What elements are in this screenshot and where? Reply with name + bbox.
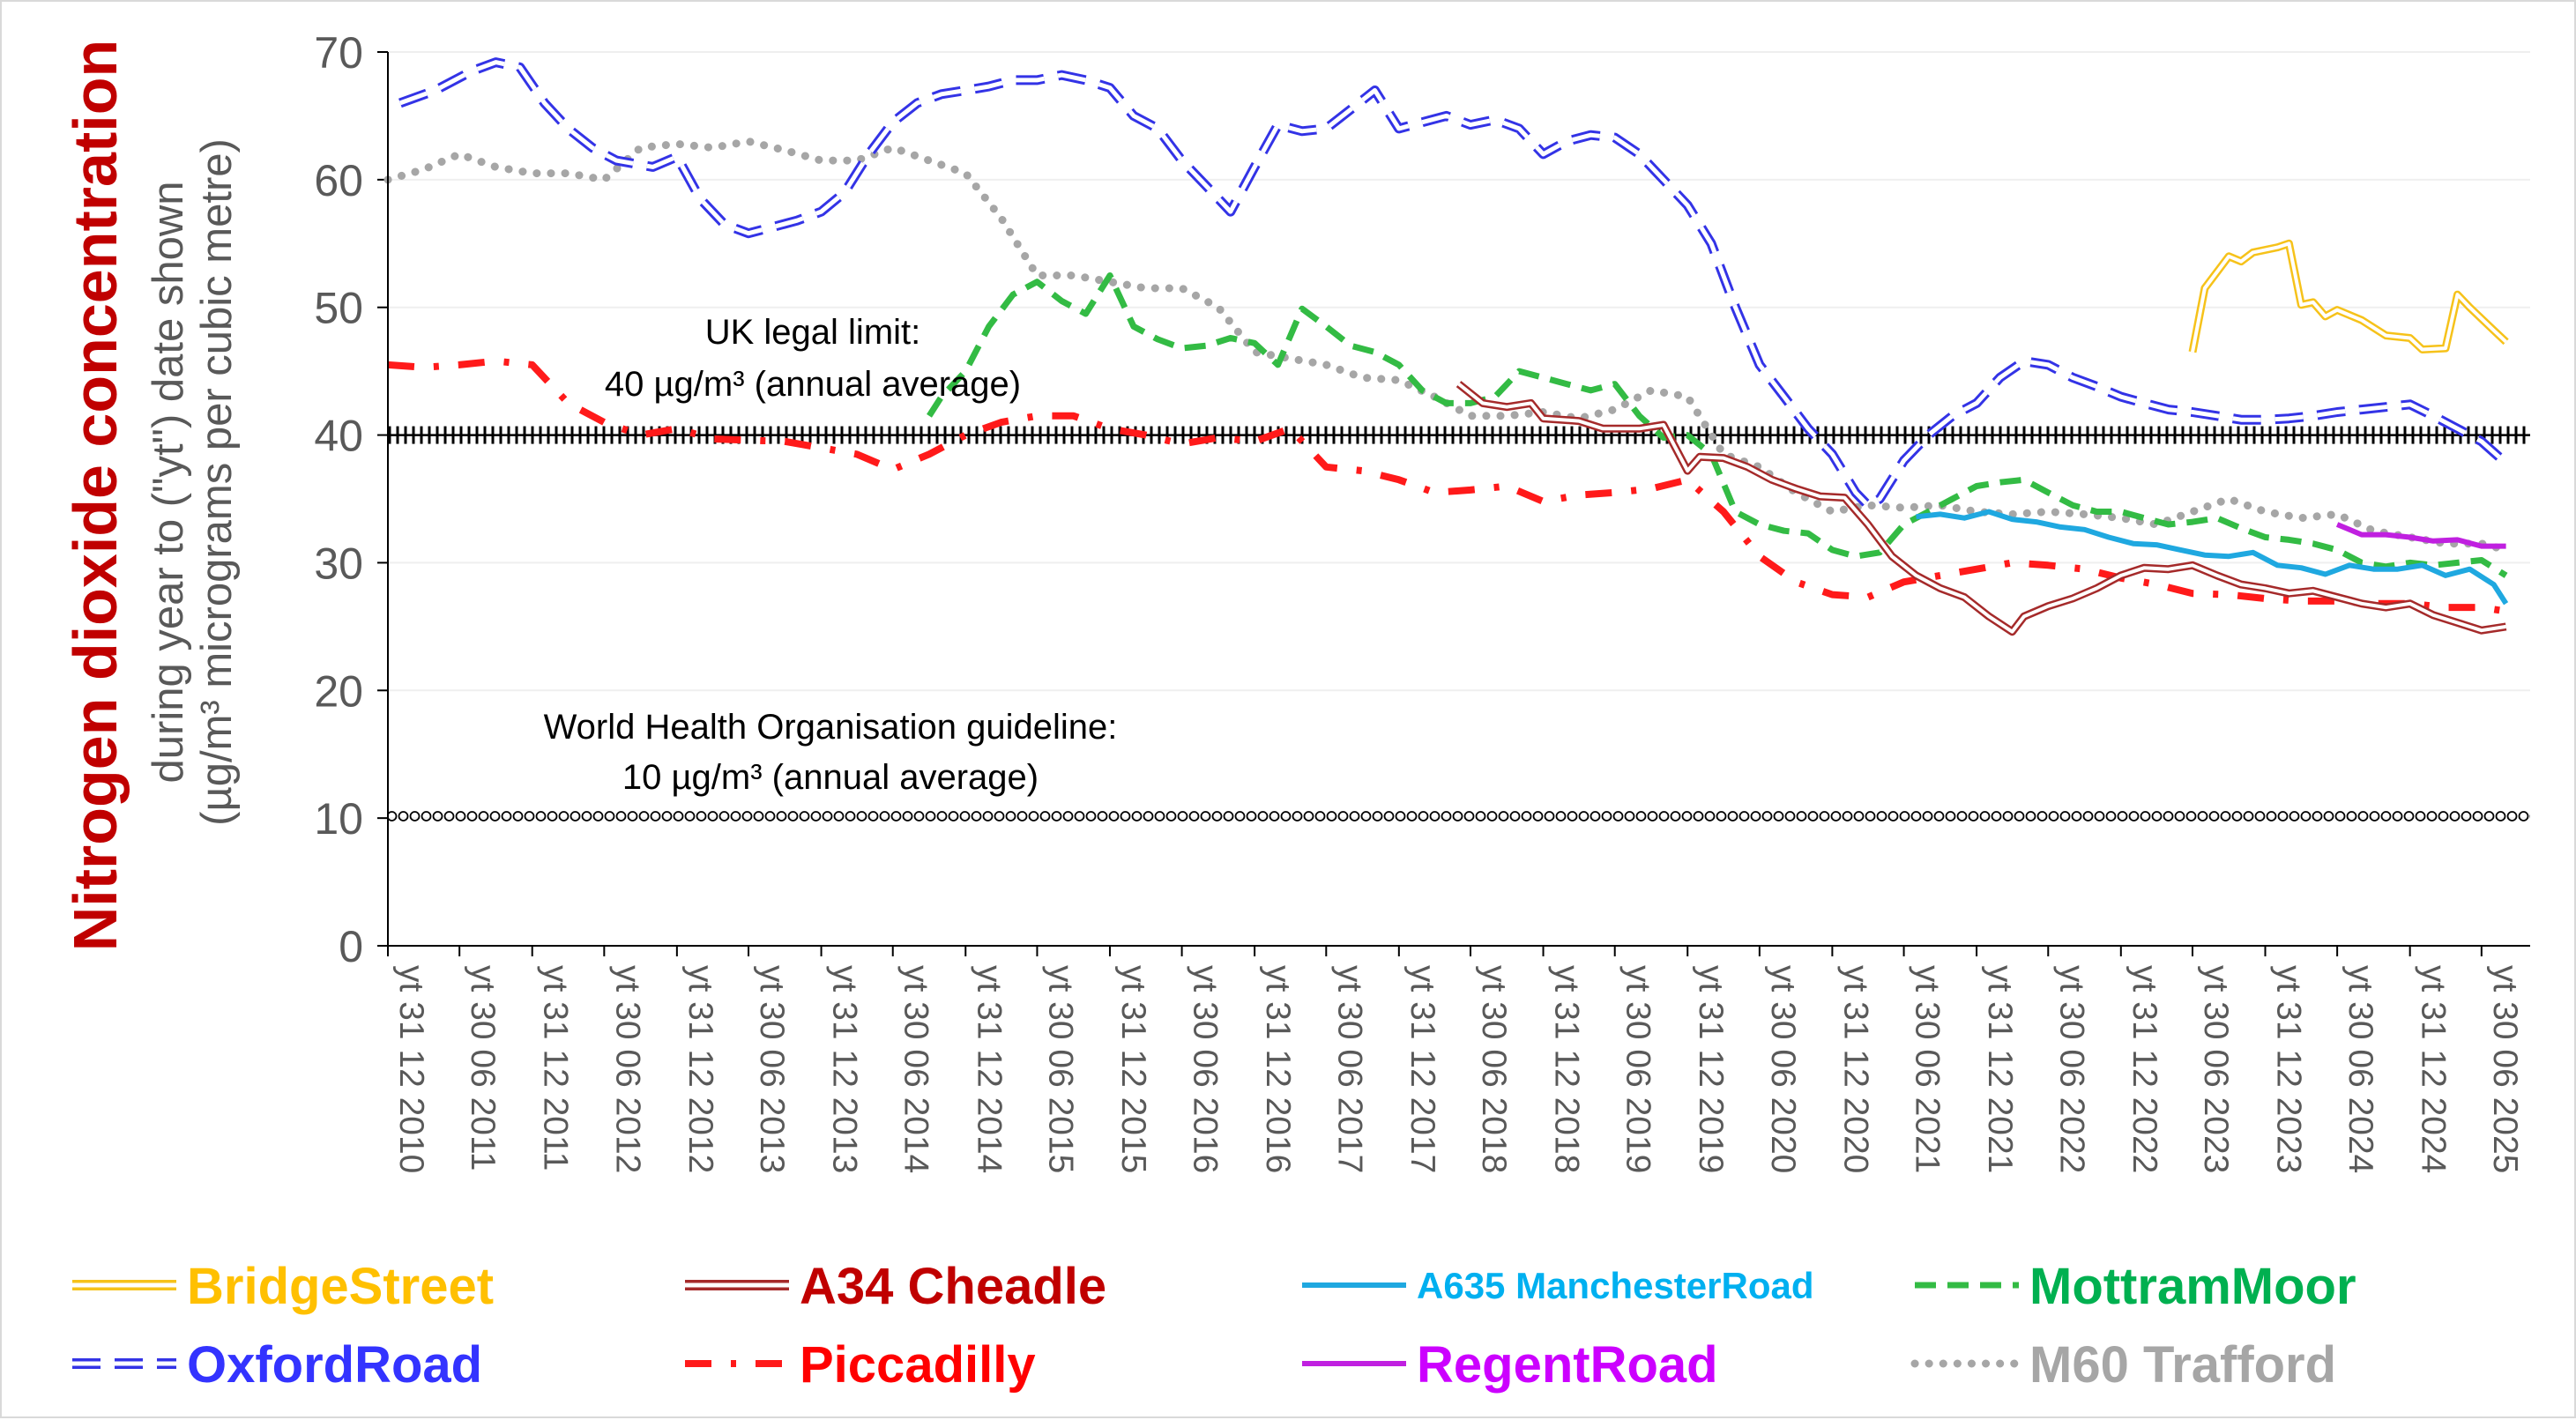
x-tick-label: yt 30 06 2014 xyxy=(897,965,935,1173)
x-tick-label: yt 31 12 2015 xyxy=(1114,965,1152,1173)
series-line xyxy=(387,357,2507,615)
series-a34-cheadle xyxy=(1456,381,2507,636)
x-tick-label: yt 30 06 2018 xyxy=(1475,965,1513,1173)
legend-item-piccadilly[interactable]: Piccadilly xyxy=(685,1336,1036,1394)
series-line-inner xyxy=(1457,383,2506,634)
uk-legal-limit-line xyxy=(388,426,2530,444)
x-tick-label: yt 31 12 2017 xyxy=(1403,965,1441,1173)
x-tick-label: yt 30 06 2017 xyxy=(1330,965,1368,1173)
x-tick-label: yt 31 12 2018 xyxy=(1548,965,1586,1173)
series-line-inner xyxy=(2191,242,2507,353)
legend-item-mottrammoor[interactable]: MottramMoor xyxy=(1915,1258,2356,1315)
x-tick-label: yt 30 06 2025 xyxy=(2486,965,2524,1173)
who-guideline-label-line1: World Health Organisation guideline: xyxy=(544,708,1118,747)
legend-label: OxfordRoad xyxy=(187,1336,482,1394)
y-tick-label: 60 xyxy=(314,156,363,205)
legend-label: A635 ManchesterRoad xyxy=(1417,1265,1814,1306)
x-tick-label: yt 31 12 2011 xyxy=(537,965,575,1171)
legend: BridgeStreet A34 Cheadle A635 ManchesterRo… xyxy=(72,1258,2356,1394)
legend-item-regentroad[interactable]: RegentRoad xyxy=(1302,1336,1718,1394)
legend-item-oxfordroad[interactable]: OxfordRoad xyxy=(72,1336,482,1394)
y-axis-ticks: 0 10 20 30 40 50 60 70 xyxy=(314,28,388,971)
x-tick-label: yt 30 06 2013 xyxy=(753,965,791,1173)
legend-label: BridgeStreet xyxy=(187,1258,494,1315)
x-tick-label: yt 31 12 2010 xyxy=(392,965,430,1173)
y-axis-title-main: Nitrogen dioxide concentration xyxy=(61,40,130,952)
legend-item-m60-trafford[interactable]: M60 Trafford xyxy=(1910,1336,2336,1394)
uk-legal-limit-label-line1: UK legal limit: xyxy=(705,313,921,352)
x-tick-label: yt 30 06 2016 xyxy=(1187,965,1225,1173)
y-tick-label: 70 xyxy=(314,28,363,78)
x-tick-label: yt 30 06 2024 xyxy=(2341,965,2379,1173)
y-tick-label: 30 xyxy=(314,539,363,588)
y-tick-label: 0 xyxy=(339,922,363,971)
who-guideline-label-line2: 10 µg/m³ (annual average) xyxy=(622,758,1039,797)
uk-legal-limit-label-line2: 40 µg/m³ (annual average) xyxy=(605,365,1021,404)
x-tick-label: yt 31 12 2021 xyxy=(1981,965,2019,1173)
who-guideline-annotation: World Health Organisation guideline: 10 … xyxy=(544,708,1118,797)
series-lines xyxy=(383,57,2511,636)
x-tick-label: yt 31 12 2012 xyxy=(681,965,719,1173)
x-tick-label: yt 31 12 2019 xyxy=(1692,965,1730,1173)
series-a635-manchesterroad xyxy=(1916,509,2509,606)
x-tick-label: yt 30 06 2012 xyxy=(608,965,646,1173)
series-line-outer xyxy=(1456,381,2507,636)
uk-legal-limit-annotation: UK legal limit: 40 µg/m³ (annual average… xyxy=(605,313,1021,404)
y-axis-subtitle-line1: during year to ("yt") date shown xyxy=(145,181,192,783)
x-tick-label: yt 31 12 2013 xyxy=(826,965,864,1173)
legend-label: M60 Trafford xyxy=(2029,1336,2336,1394)
who-guideline-line xyxy=(388,810,2530,827)
x-tick-label: yt 31 12 2023 xyxy=(2270,965,2308,1173)
series-line-inner xyxy=(399,60,2508,508)
legend-label: A34 Cheadle xyxy=(800,1258,1106,1315)
series-regentroad xyxy=(2335,522,2506,549)
x-tick-label: yt 31 12 2020 xyxy=(1836,965,1874,1173)
y-axis-title: Nitrogen dioxide concentration during ye… xyxy=(61,40,241,952)
y-tick-label: 40 xyxy=(314,412,363,461)
x-tick-label: yt 31 12 2014 xyxy=(970,965,1008,1173)
axes xyxy=(387,52,2530,947)
series-piccadilly xyxy=(387,357,2507,615)
x-tick-label: yt 31 12 2022 xyxy=(2126,965,2163,1173)
x-tick-label: yt 30 06 2022 xyxy=(2052,965,2090,1173)
legend-item-a635-manchesterroad[interactable]: A635 ManchesterRoad xyxy=(1302,1265,1814,1306)
x-tick-label: yt 30 06 2015 xyxy=(1041,965,1079,1173)
series-mottrammoor xyxy=(927,272,2508,578)
x-tick-label: yt 30 06 2020 xyxy=(1764,965,1802,1173)
y-axis-subtitle-line2: (µg/m³ micrograms per cubic metre) xyxy=(193,138,241,826)
x-tick-label: yt 30 06 2011 xyxy=(464,965,502,1171)
legend-label: MottramMoor xyxy=(2029,1258,2356,1315)
y-tick-label: 10 xyxy=(314,794,363,844)
legend-item-a34-cheadle[interactable]: A34 Cheadle xyxy=(685,1258,1106,1315)
y-tick-label: 20 xyxy=(314,666,363,716)
x-tick-label: yt 30 06 2019 xyxy=(1619,965,1657,1173)
legend-label: RegentRoad xyxy=(1417,1336,1718,1394)
x-tick-label: yt 30 06 2021 xyxy=(1909,965,1947,1173)
series-line xyxy=(927,272,2508,578)
x-tick-label: yt 31 12 2016 xyxy=(1259,965,1297,1173)
series-bridgestreet xyxy=(2188,239,2509,353)
series-line xyxy=(2335,522,2506,549)
legend-item-bridgestreet[interactable]: BridgeStreet xyxy=(72,1258,494,1315)
series-line xyxy=(1916,509,2509,606)
legend-label: Piccadilly xyxy=(800,1336,1036,1394)
who-guideline-band xyxy=(388,810,2530,827)
series-oxfordroad xyxy=(398,57,2510,510)
x-tick-label: yt 30 06 2023 xyxy=(2197,965,2235,1173)
y-tick-label: 50 xyxy=(314,284,363,333)
x-tick-label: yt 31 12 2024 xyxy=(2415,965,2453,1173)
x-axis-ticks: yt 31 12 2010 yt 30 06 2011 yt 31 12 2011 y… xyxy=(387,946,2524,1173)
